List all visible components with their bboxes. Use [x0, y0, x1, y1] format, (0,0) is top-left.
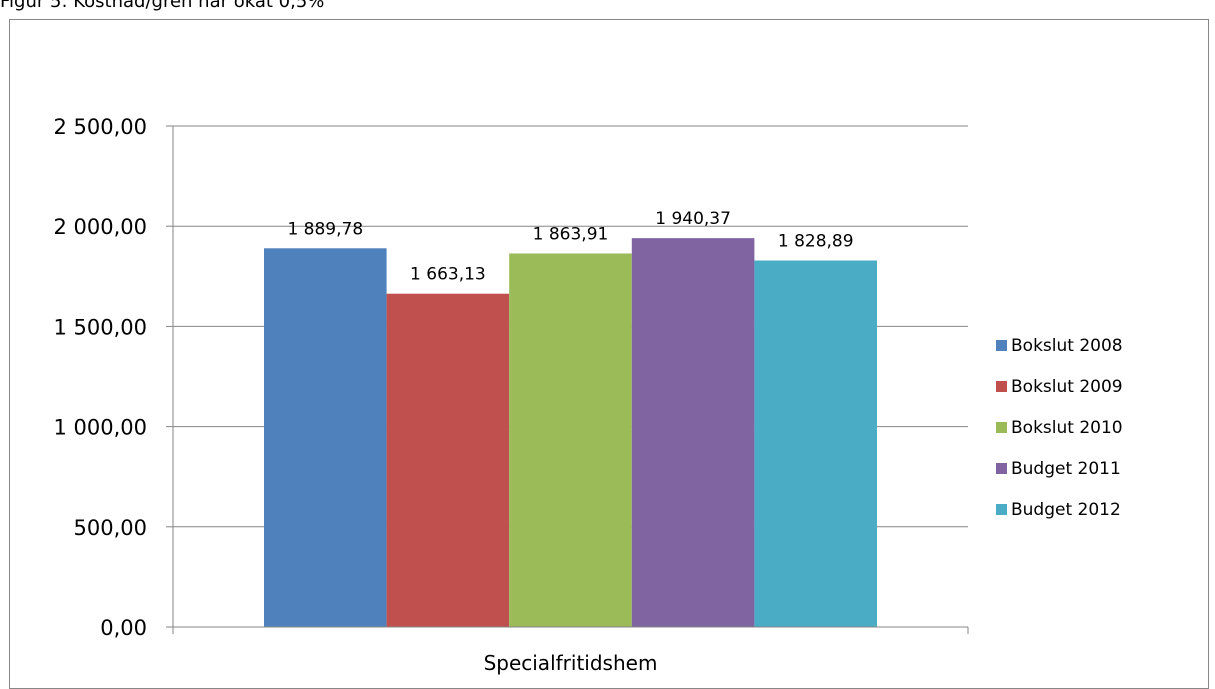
- data-label: 1 889,78: [287, 219, 363, 239]
- axes: [172, 126, 969, 634]
- y-tick-label: 2 000,00: [53, 215, 147, 239]
- data-label: 1 863,91: [533, 224, 609, 244]
- figure-caption: Figur 5: Kostnad/gren har ökat 0,5%: [0, 0, 325, 12]
- legend-swatch: [996, 463, 1007, 474]
- legend-entry: Bokslut 2008: [1011, 336, 1123, 356]
- y-tick-label: 1 500,00: [53, 315, 147, 339]
- bar-bokslut-2008: [264, 248, 387, 627]
- legend: Bokslut 2008 Bokslut 2009 Bokslut 2010 Budg…: [996, 336, 1123, 520]
- bar-budget-2012: [754, 260, 877, 627]
- legend-swatch: [996, 381, 1007, 392]
- data-label: 1 663,13: [410, 265, 486, 285]
- data-label: 1 828,89: [778, 231, 854, 251]
- legend-swatch: [996, 504, 1007, 515]
- legend-swatch: [996, 422, 1007, 433]
- bar-bokslut-2009: [386, 293, 510, 627]
- data-labels: 1 889,78 1 663,13 1 863,91 1 940,37 1 828,89: [287, 209, 853, 285]
- legend-entry: Budget 2011: [1011, 459, 1121, 479]
- legend-entry: Bokslut 2010: [1011, 418, 1123, 438]
- legend-entry: Budget 2012: [1011, 500, 1121, 520]
- category-label: Specialfritidshem: [484, 651, 658, 675]
- category-labels: Specialfritidshem: [484, 651, 658, 675]
- y-tick-label: 2 500,00: [53, 115, 147, 139]
- bar-bokslut-2010: [509, 253, 632, 627]
- y-tick-label: 0,00: [100, 616, 147, 640]
- y-axis-tick-labels: 0,00 500,00 1 000,00 1 500,00 2 000,00 2 500,…: [53, 115, 173, 640]
- bar-budget-2011: [631, 238, 755, 628]
- y-tick-label: 500,00: [74, 516, 147, 540]
- data-label: 1 940,37: [655, 209, 731, 229]
- y-tick-label: 1 000,00: [53, 416, 147, 440]
- legend-swatch: [996, 340, 1007, 351]
- bars: [264, 238, 877, 628]
- legend-entry: Bokslut 2009: [1011, 377, 1123, 397]
